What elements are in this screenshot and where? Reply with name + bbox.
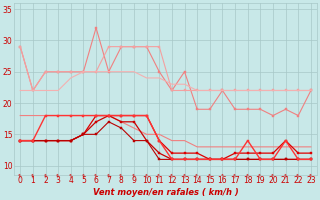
Text: ↗: ↗ — [181, 173, 188, 179]
Text: ↗: ↗ — [308, 173, 314, 179]
Text: ↗: ↗ — [118, 173, 125, 179]
Text: ↗: ↗ — [17, 173, 24, 179]
Text: ↗: ↗ — [244, 173, 251, 179]
Text: ↗: ↗ — [232, 173, 238, 179]
Text: ↗: ↗ — [55, 173, 61, 179]
X-axis label: Vent moyen/en rafales ( km/h ): Vent moyen/en rafales ( km/h ) — [93, 188, 238, 197]
Text: ↗: ↗ — [131, 173, 137, 179]
Text: ↗: ↗ — [29, 173, 36, 179]
Text: ↗: ↗ — [206, 173, 213, 179]
Text: ↗: ↗ — [295, 173, 302, 179]
Text: ↗: ↗ — [156, 173, 163, 179]
Text: ↗: ↗ — [105, 173, 112, 179]
Text: ↗: ↗ — [42, 173, 49, 179]
Text: ↗: ↗ — [282, 173, 289, 179]
Text: ↗: ↗ — [219, 173, 226, 179]
Text: ↗: ↗ — [93, 173, 100, 179]
Text: ↗: ↗ — [143, 173, 150, 179]
Text: ↗: ↗ — [257, 173, 264, 179]
Text: ↗: ↗ — [194, 173, 201, 179]
Text: ↗: ↗ — [269, 173, 276, 179]
Text: ↗: ↗ — [80, 173, 87, 179]
Text: ↗: ↗ — [68, 173, 74, 179]
Text: ↗: ↗ — [169, 173, 175, 179]
